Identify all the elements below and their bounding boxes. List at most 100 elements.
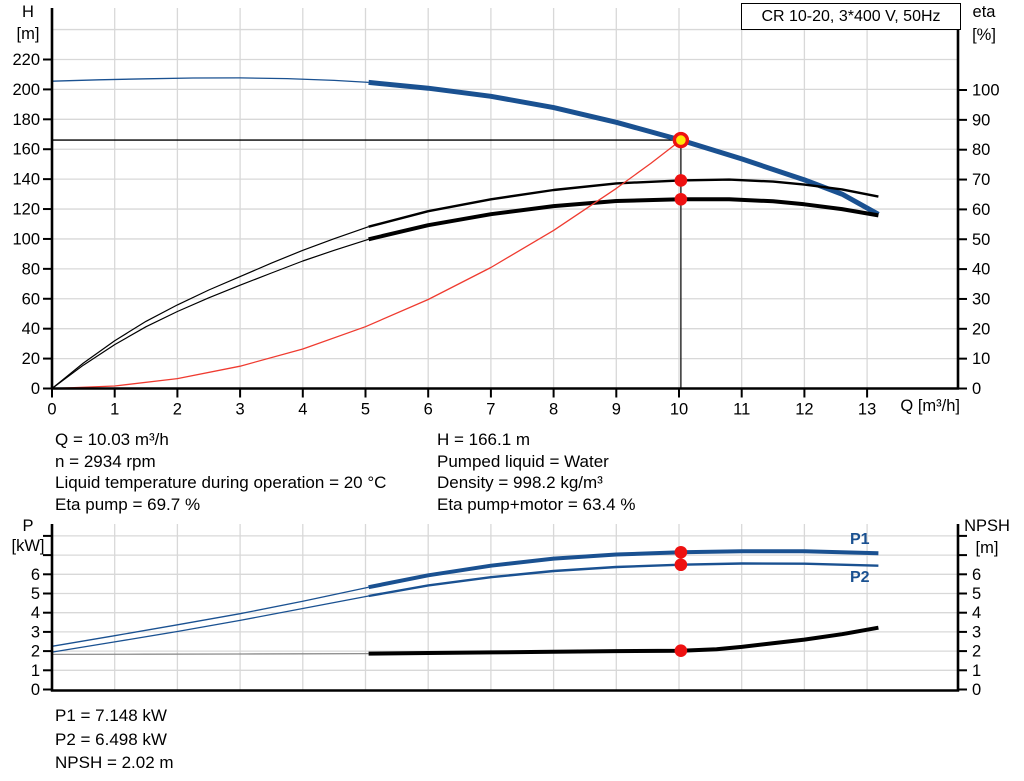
svg-text:5: 5 xyxy=(31,585,40,603)
svg-text:220: 220 xyxy=(12,51,40,69)
series-eta-pump-motor-thin xyxy=(51,238,369,389)
svg-text:10: 10 xyxy=(670,401,688,419)
svg-text:2: 2 xyxy=(972,643,981,661)
eta-axis-title: eta xyxy=(972,3,996,21)
info-line-eta-total: Eta pump+motor = 63.4 % xyxy=(437,494,636,514)
p2-curve-label: P2 xyxy=(850,569,870,586)
curve-series xyxy=(51,549,879,656)
svg-text:1: 1 xyxy=(110,401,119,419)
series-head-thin xyxy=(51,77,369,84)
svg-text:80: 80 xyxy=(972,141,990,159)
svg-text:200: 200 xyxy=(12,81,40,99)
hq-eta-chart: 0204060801001201401601802002200102030405… xyxy=(12,8,1000,419)
svg-text:20: 20 xyxy=(972,320,990,338)
curve-series xyxy=(51,77,880,390)
svg-text:40: 40 xyxy=(22,320,40,338)
svg-text:4: 4 xyxy=(298,401,307,419)
eta-pump-motor-duty-dot xyxy=(674,192,688,206)
svg-text:3: 3 xyxy=(972,623,981,641)
svg-text:0: 0 xyxy=(972,681,981,699)
series-npsh-thin xyxy=(51,652,369,656)
svg-text:160: 160 xyxy=(12,141,40,159)
svg-text:0: 0 xyxy=(47,401,56,419)
svg-text:5: 5 xyxy=(361,401,370,419)
series-p1 xyxy=(368,549,879,590)
svg-text:4: 4 xyxy=(972,604,981,622)
info-line-p1: P1 = 7.148 kW xyxy=(55,706,167,725)
svg-text:20: 20 xyxy=(22,350,40,368)
info-line-q: Q = 10.03 m³/h xyxy=(55,430,169,449)
svg-text:70: 70 xyxy=(972,171,990,189)
svg-text:2: 2 xyxy=(173,401,182,419)
duty-dot xyxy=(674,545,688,559)
duty-reference-lines xyxy=(52,139,682,389)
info-line-liquid: Pumped liquid = Water xyxy=(437,451,609,471)
duty-info-right: H = 166.1 m Pumped liquid = Water Densit… xyxy=(437,429,635,515)
h-axis-unit: [m] xyxy=(16,25,40,43)
npsh-axis-title: NPSH xyxy=(964,517,1010,535)
svg-text:6: 6 xyxy=(972,566,981,584)
svg-text:13: 13 xyxy=(858,401,876,419)
svg-text:3: 3 xyxy=(31,623,40,641)
duty-info-left: Q = 10.03 m³/h n = 2934 rpm Liquid tempe… xyxy=(55,429,386,515)
svg-text:140: 140 xyxy=(12,171,40,189)
info-line-eta-pump: Eta pump = 69.7 % xyxy=(55,494,201,514)
series-eta-pump-motor xyxy=(368,197,879,242)
duty-dot xyxy=(674,558,688,572)
svg-text:100: 100 xyxy=(972,82,1000,100)
svg-text:1: 1 xyxy=(31,662,40,680)
svg-text:0: 0 xyxy=(31,681,40,699)
svg-text:3: 3 xyxy=(236,401,245,419)
svg-text:4: 4 xyxy=(31,604,40,622)
svg-text:90: 90 xyxy=(972,111,990,129)
info-line-head: H = 166.1 m xyxy=(437,430,531,449)
info-line-speed: n = 2934 rpm xyxy=(55,451,156,471)
axes: 0204060801001201401601802002200102030405… xyxy=(12,8,1000,419)
series-head xyxy=(368,79,880,217)
power-info: P1 = 7.148 kW P2 = 6.498 kW NPSH = 2.02 … xyxy=(55,704,174,775)
svg-text:180: 180 xyxy=(12,111,40,129)
gridlines xyxy=(52,8,958,389)
svg-text:60: 60 xyxy=(22,290,40,308)
svg-text:50: 50 xyxy=(972,231,990,249)
series-eta-pump-thin xyxy=(51,226,369,389)
svg-text:11: 11 xyxy=(733,401,750,419)
p-axis-title: P xyxy=(22,517,34,535)
h-axis-title: H xyxy=(22,3,34,21)
svg-text:1: 1 xyxy=(972,662,981,680)
svg-text:80: 80 xyxy=(22,260,40,278)
duty-dot xyxy=(674,644,688,658)
series-system-curve xyxy=(51,139,682,390)
svg-text:30: 30 xyxy=(972,290,990,308)
svg-text:9: 9 xyxy=(612,401,621,419)
svg-text:5: 5 xyxy=(972,585,981,603)
info-line-npsh: NPSH = 2.02 m xyxy=(55,753,174,773)
svg-text:12: 12 xyxy=(795,401,813,419)
q-axis-label: Q [m³/h] xyxy=(900,397,960,415)
svg-text:0: 0 xyxy=(31,380,40,398)
duty-markers xyxy=(674,545,688,658)
series-p1-thin xyxy=(51,586,369,647)
duty-point-marker xyxy=(672,131,690,149)
svg-text:6: 6 xyxy=(31,566,40,584)
svg-text:60: 60 xyxy=(972,201,990,219)
npsh-axis-unit: [m] xyxy=(975,539,999,557)
info-line-temperature: Liquid temperature during operation = 20… xyxy=(55,473,387,493)
svg-text:2: 2 xyxy=(31,643,40,661)
series-npsh xyxy=(368,625,879,656)
svg-text:8: 8 xyxy=(549,401,558,419)
pump-title-box: CR 10-20, 3*400 V, 50Hz xyxy=(741,3,961,30)
svg-text:120: 120 xyxy=(12,201,40,219)
p-axis-unit: [kW] xyxy=(11,537,45,555)
info-line-density: Density = 998.2 kg/m³ xyxy=(437,473,603,493)
svg-text:40: 40 xyxy=(972,261,990,279)
eta-pump-duty-dot xyxy=(674,174,688,187)
p1-curve-label: P1 xyxy=(850,531,870,548)
series-p2 xyxy=(368,562,879,598)
svg-text:6: 6 xyxy=(424,401,433,419)
gridlines xyxy=(52,524,958,691)
